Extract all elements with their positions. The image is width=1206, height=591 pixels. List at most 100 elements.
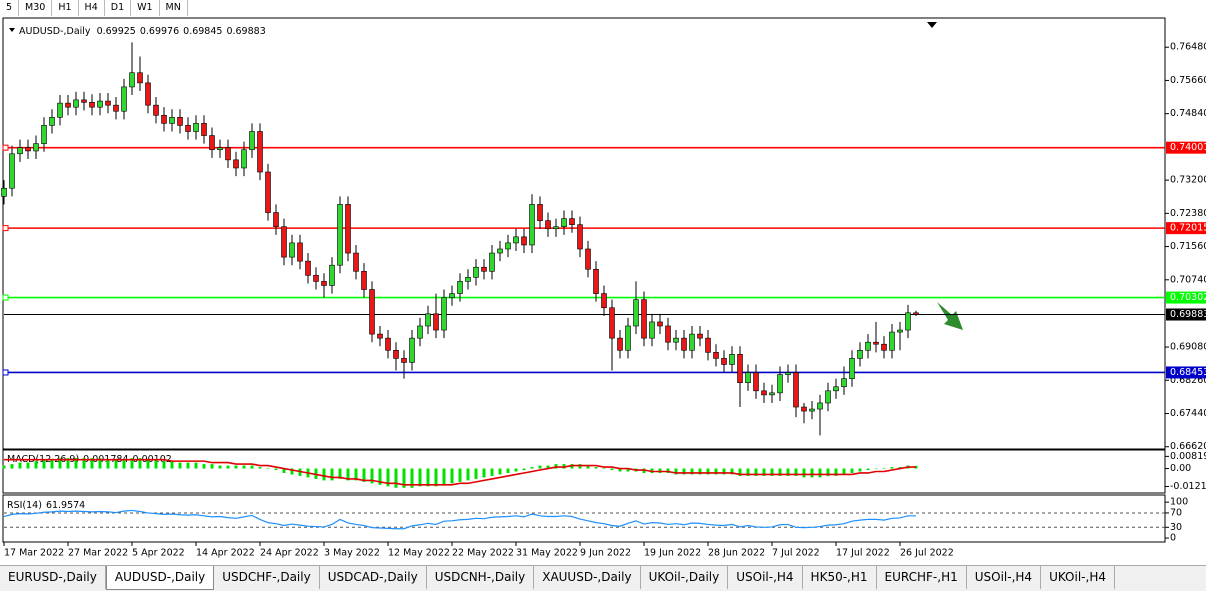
- macd-bar: [130, 458, 134, 469]
- macd-bar: [98, 458, 102, 469]
- candle-body: [33, 143, 39, 152]
- rsi-tick-label: 70: [1170, 507, 1182, 518]
- level-handle: [2, 369, 9, 376]
- x-tick-label: 7 Jul 2022: [772, 548, 820, 559]
- x-tick-label: 17 Jul 2022: [836, 548, 890, 559]
- candle-body: [321, 281, 327, 286]
- candle-body: [601, 293, 607, 309]
- level-label: 0.70302: [1170, 292, 1206, 303]
- macd-bar: [122, 459, 126, 469]
- rsi-tick-label: 30: [1170, 522, 1182, 533]
- candle-body: [513, 236, 519, 244]
- macd-bar: [378, 468, 382, 485]
- candle-body: [777, 374, 783, 394]
- symbol-tab[interactable]: USOil-,H4: [967, 566, 1042, 589]
- candle-body: [721, 358, 727, 365]
- macd-bar: [266, 468, 270, 470]
- candle-body: [849, 358, 855, 379]
- symbol-tab[interactable]: USOil-,H4: [728, 566, 803, 589]
- chart-title: AUDUSD-,Daily: [19, 26, 91, 37]
- timeframe-button[interactable]: 5: [0, 0, 20, 16]
- macd-bar: [394, 468, 398, 488]
- candle-body: [417, 325, 423, 339]
- symbol-tab[interactable]: USDCNH-,Daily: [427, 566, 535, 589]
- candle-body: [225, 147, 231, 161]
- macd-bar: [66, 458, 70, 469]
- symbol-tab[interactable]: UKOil-,H4: [1041, 566, 1115, 589]
- candle-body: [713, 352, 719, 359]
- candle-body: [657, 321, 663, 327]
- candle-body: [489, 252, 495, 272]
- timeframe-button[interactable]: M30: [19, 0, 53, 16]
- macd-bar: [506, 468, 510, 473]
- candle-body: [409, 337, 415, 363]
- level-label: 0.68453: [1170, 367, 1206, 378]
- info-close: 0.69883: [226, 26, 265, 37]
- timeframe-button[interactable]: MN: [160, 0, 188, 16]
- info-low: 0.69845: [183, 26, 222, 37]
- x-tick-label: 17 Mar 2022: [4, 548, 64, 559]
- candle-body: [193, 123, 199, 132]
- macd-bar: [434, 468, 438, 487]
- level-label-box: [1166, 291, 1206, 304]
- timeframe-bar: 5 M30 H1 H4 D1 W1 MN: [0, 0, 188, 16]
- rsi-tick-label: 0: [1170, 533, 1176, 544]
- timeframe-button[interactable]: H4: [79, 0, 105, 16]
- macd-bar: [170, 461, 174, 469]
- symbol-tab[interactable]: XAUUSD-,Daily: [534, 566, 641, 589]
- macd-bar: [338, 468, 342, 479]
- candle-body: [833, 386, 839, 392]
- symbol-tab[interactable]: HK50-,H1: [803, 566, 877, 589]
- candle-body: [881, 343, 887, 351]
- candle-body: [377, 333, 383, 339]
- candle-body: [529, 204, 535, 246]
- candle-body: [177, 117, 183, 126]
- macd-bar: [482, 468, 486, 478]
- macd-bar: [594, 467, 598, 469]
- candle-body: [481, 266, 487, 272]
- candle-body: [345, 204, 351, 254]
- macd-tick-label: 0.00: [1170, 463, 1191, 474]
- macd-bar: [730, 468, 734, 475]
- symbol-tab[interactable]: EURUSD-,Daily: [0, 566, 106, 589]
- candle-body: [425, 313, 431, 327]
- main-pane: [2, 17, 1166, 450]
- candle-body: [385, 337, 391, 351]
- macd-bar: [258, 467, 262, 469]
- macd-bar: [874, 468, 878, 470]
- macd-bar: [722, 468, 726, 475]
- x-tick-label: 12 May 2022: [388, 548, 450, 559]
- symbol-tab[interactable]: USDCAD-,Daily: [320, 566, 427, 589]
- macd-bar: [890, 467, 894, 469]
- symbol-tab[interactable]: AUDUSD-,Daily: [105, 566, 215, 590]
- timeframe-button[interactable]: H1: [52, 0, 79, 16]
- candle-body: [857, 349, 863, 359]
- x-tick-label: 22 May 2022: [452, 548, 514, 559]
- candle-body: [265, 171, 271, 213]
- candle-body: [305, 260, 311, 276]
- symbol-tab[interactable]: EURCHF-,H1: [877, 566, 967, 589]
- symbol-tab[interactable]: USDCHF-,Daily: [214, 566, 320, 589]
- macd-bar: [90, 458, 94, 469]
- macd-bar: [210, 464, 214, 469]
- macd-bar: [546, 465, 550, 469]
- macd-bar: [586, 465, 590, 469]
- candle-body: [233, 159, 239, 169]
- macd-tick-label: 0.008197: [1170, 451, 1206, 462]
- x-tick-label: 28 Jun 2022: [708, 548, 765, 559]
- level-handle: [2, 294, 9, 301]
- bid-label: 0.69883: [1170, 309, 1206, 320]
- candle-body: [617, 337, 623, 351]
- macd-bar: [818, 468, 822, 478]
- symbol-tab[interactable]: UKOil-,Daily: [641, 566, 729, 589]
- y-tick-label: 0.73200: [1170, 175, 1206, 186]
- macd-pane: [2, 449, 1166, 494]
- macd-bar: [322, 468, 326, 481]
- macd-bar: [698, 468, 702, 475]
- timeframe-button[interactable]: W1: [131, 0, 160, 16]
- macd-bar: [786, 468, 790, 476]
- macd-bar: [618, 468, 622, 472]
- candle-body: [393, 349, 399, 359]
- timeframe-button[interactable]: D1: [105, 0, 132, 16]
- rsi-tick-label: 100: [1170, 497, 1188, 508]
